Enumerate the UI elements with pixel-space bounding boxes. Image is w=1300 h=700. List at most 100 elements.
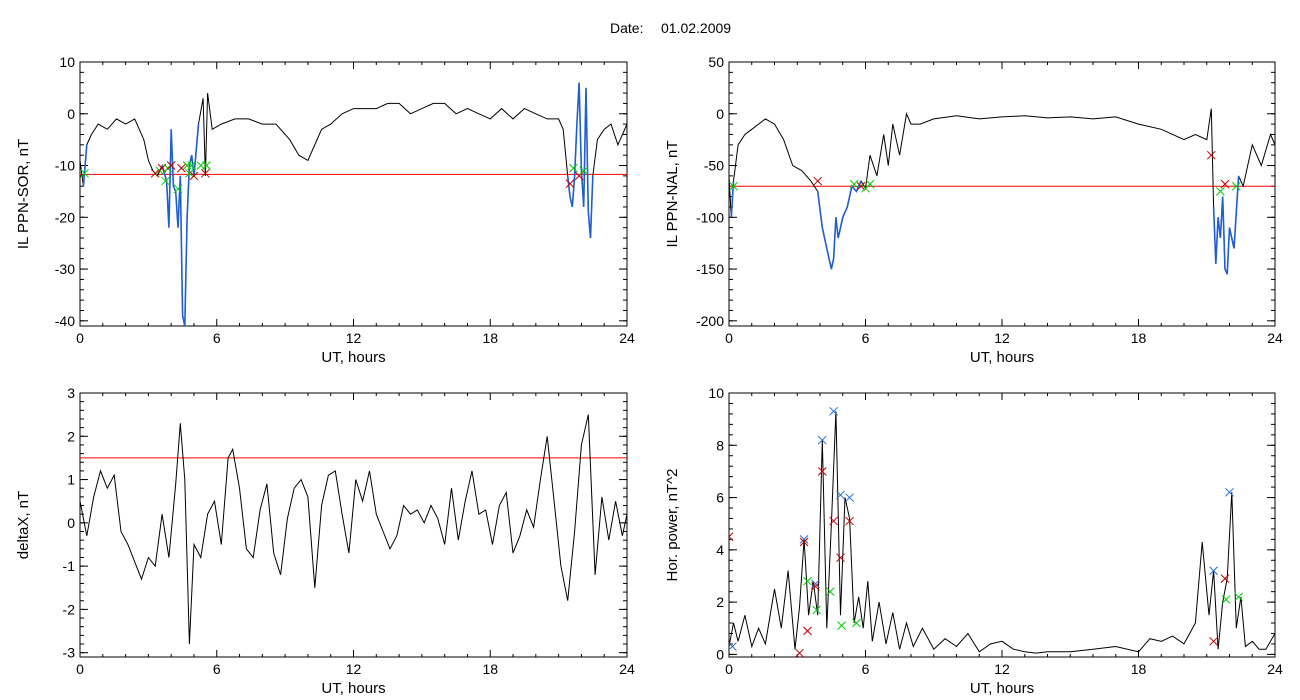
highlight-segment (566, 82, 594, 239)
marker-green (173, 184, 183, 194)
marker-stroke (202, 161, 211, 170)
marker-red (803, 626, 812, 636)
y-tick-label: 2 (67, 428, 75, 444)
x-tick-label: 24 (619, 661, 635, 677)
marker-red (856, 181, 866, 191)
marker-red (565, 179, 575, 189)
x-tick-label: 12 (994, 330, 1010, 346)
marker-stroke (729, 181, 738, 191)
x-tick-label: 18 (1131, 330, 1147, 346)
marker-stroke (1231, 181, 1241, 191)
marker-green (865, 179, 875, 189)
y-tick-label: 10 (59, 54, 75, 70)
y-tick-label: 2 (716, 594, 724, 610)
marker-red (1209, 636, 1218, 646)
marker-blue (1225, 487, 1234, 497)
marker-blue (811, 579, 820, 589)
marker-stroke (185, 168, 194, 178)
y-tick-label: -200 (696, 313, 724, 329)
marker-red (1206, 150, 1216, 160)
chart-panel-4: 0 6 12 18 24 10 8 6 4 2 0 UT, hours Hor. power, nT^2 (664, 385, 1283, 697)
marker-green (161, 176, 170, 186)
x-tick-label: 6 (862, 330, 870, 346)
marker-green (729, 181, 738, 191)
marker-red (189, 171, 199, 181)
marker-stroke (565, 179, 575, 189)
plot-frame (728, 61, 1276, 327)
marker-stroke (811, 579, 820, 589)
marker-red (729, 532, 734, 542)
marker-stroke (799, 537, 809, 547)
marker-stroke (799, 535, 809, 544)
chart-panel-3: 0 6 12 18 24 3 2 1 0 -1 -2 -3 UT, hours deltaX, nT (15, 385, 635, 697)
x-tick-label: 0 (76, 330, 84, 346)
marker-green (812, 605, 821, 615)
marker-stroke (811, 582, 820, 591)
marker-stroke (852, 618, 861, 628)
x-axis-label: UT, hours (970, 349, 1034, 366)
y-tick-label: -50 (704, 158, 724, 174)
marker-stroke (729, 536, 734, 542)
marker-stroke (1225, 487, 1234, 497)
marker-red (829, 516, 839, 526)
marker-stroke (579, 166, 589, 176)
marker-red (150, 168, 160, 178)
marker-stroke (795, 648, 804, 657)
marker-stroke (836, 553, 845, 563)
x-tick-label: 12 (994, 661, 1010, 677)
x-tick-label: 6 (862, 661, 870, 677)
y-tick-label: -30 (55, 261, 75, 277)
marker-green (187, 161, 197, 170)
marker-blue (799, 535, 809, 544)
x-axis-label: UT, hours (321, 349, 385, 366)
marker-stroke (201, 168, 210, 178)
marker-green (80, 168, 89, 178)
marker-stroke (173, 184, 183, 194)
marker-red (166, 161, 176, 170)
y-tick-label: -20 (55, 209, 75, 225)
marker-stroke (161, 176, 170, 186)
series-line-1 (729, 411, 1275, 654)
y-axis-label: IL PPN-NAL, nT (664, 141, 681, 248)
marker-blue (845, 493, 854, 502)
marker-red (836, 553, 845, 563)
y-tick-label: 0 (716, 646, 724, 662)
marker-green (1221, 595, 1231, 604)
x-tick-label: 12 (346, 330, 362, 346)
y-tick-label: 4 (716, 542, 724, 558)
marker-stroke (845, 516, 854, 526)
y-tick-label: 3 (67, 385, 75, 401)
x-tick-label: 24 (1267, 661, 1283, 677)
marker-green (837, 621, 846, 630)
y-tick-label: -2 (63, 601, 76, 617)
y-tick-label: -3 (63, 645, 76, 661)
marker-red (845, 516, 854, 526)
y-tick-label: -40 (55, 313, 75, 329)
marker-stroke (729, 642, 737, 651)
plot-frame (79, 61, 628, 327)
marker-green (825, 587, 835, 597)
highlight-segment (1212, 175, 1240, 275)
x-tick-label: 0 (76, 661, 84, 677)
marker-green (849, 179, 859, 189)
marker-stroke (729, 532, 734, 538)
x-tick-label: 18 (1131, 661, 1147, 677)
marker-green (182, 161, 192, 170)
y-tick-label: 6 (716, 490, 724, 506)
plot-area (80, 414, 627, 645)
y-tick-label: 0 (67, 106, 75, 122)
marker-stroke (836, 490, 845, 500)
marker-stroke (182, 161, 192, 170)
y-axis-label: IL PPN-SOR, nT (15, 139, 32, 249)
marker-red (1220, 574, 1230, 583)
x-tick-label: 18 (482, 330, 498, 346)
highlight-segment (161, 124, 200, 326)
y-tick-label: 0 (67, 515, 75, 531)
marker-red (795, 648, 804, 657)
marker-blue (829, 406, 839, 416)
marker-red (201, 168, 210, 178)
series-line-1 (729, 108, 1275, 275)
marker-stroke (803, 576, 812, 586)
marker-blue (729, 642, 737, 651)
